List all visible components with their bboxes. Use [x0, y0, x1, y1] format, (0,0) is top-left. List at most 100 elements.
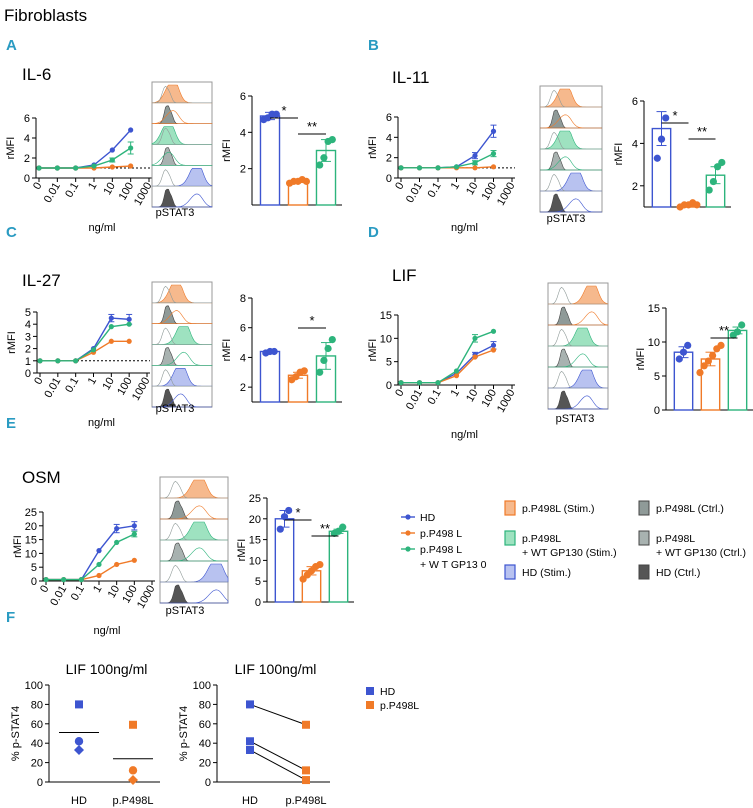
y-tick-label: 40 — [199, 738, 211, 750]
x-axis-label: ng/ml — [451, 222, 478, 234]
y-tick-label: 4 — [24, 133, 30, 145]
legend-label: HD (Ctrl.) — [656, 567, 700, 579]
data-point-HD — [114, 525, 120, 532]
y-tick-label: 20 — [199, 758, 211, 770]
histogram-label: pSTAT3 — [156, 403, 195, 415]
y-tick-label: 2 — [240, 164, 246, 176]
histogram-overlay — [540, 131, 602, 150]
histogram-stack-2: pSTAT3 — [539, 85, 603, 225]
histogram-stack-3: pSTAT3 — [151, 281, 213, 415]
legend-box-stim_WT — [504, 530, 516, 546]
legend-marker-P498L_WT — [405, 546, 411, 552]
x-tick-label: 10 — [464, 181, 481, 198]
bar-point-HD — [276, 525, 284, 533]
y-tick-label: 10 — [648, 337, 660, 349]
x-tick-label: 0.01 — [404, 388, 425, 413]
legend-label: + WT GP130 (Ctrl.) — [656, 547, 746, 559]
x-tick-label: 0 — [38, 584, 51, 595]
point-P498L — [302, 766, 310, 775]
y-tick-label: 40 — [31, 738, 43, 750]
data-point-HD — [128, 127, 134, 133]
y-tick-label: 20 — [31, 758, 43, 770]
y-tick-label: 0 — [37, 777, 43, 789]
histogram-overlay — [548, 328, 608, 347]
histogram-stimulated — [540, 172, 602, 192]
histogram-stimulated — [540, 130, 602, 150]
bar-point-P498L_WT — [328, 336, 336, 344]
histogram-control — [160, 584, 228, 604]
legend-box-ctrl_P498L — [638, 500, 650, 516]
data-point-P498L_WT — [96, 561, 102, 568]
y-tick-label: 80 — [199, 699, 211, 711]
bar-point-HD — [684, 341, 692, 349]
data-point-P498L — [108, 338, 114, 344]
bar-point-HD — [653, 154, 661, 162]
data-point-P498L_WT — [73, 358, 79, 364]
data-point-P498L — [128, 163, 134, 169]
y-tick-label: 2 — [386, 153, 392, 165]
data-point-P498L_WT — [398, 380, 404, 386]
y-tick-label: 1 — [25, 356, 31, 368]
histogram-control — [152, 188, 212, 208]
data-point-P498L_WT — [109, 157, 115, 163]
y-tick-label: 5 — [31, 562, 37, 574]
bar-point-HD — [280, 513, 289, 521]
data-point-P498L_WT — [61, 577, 67, 583]
y-axis-label: rMFI — [221, 339, 233, 362]
x-axis-label: ng/ml — [451, 429, 478, 441]
histogram-stimulated — [548, 369, 608, 389]
histogram-overlay — [160, 547, 228, 562]
bar-point-P498L — [302, 177, 310, 185]
x-category-label: HD — [242, 795, 258, 807]
y-tick-label: 15 — [380, 310, 392, 322]
x-tick-label: 0.01 — [42, 376, 63, 401]
y-axis-label: rMFI — [6, 331, 18, 354]
histogram-overlay — [540, 114, 602, 129]
histogram-stimulated — [151, 368, 213, 387]
bar-point-HD — [679, 348, 688, 356]
y-tick-label: 100 — [25, 680, 43, 692]
y-tick-label: 3 — [25, 331, 31, 343]
y-tick-label: 2 — [240, 382, 246, 394]
y-axis-label: rMFI — [613, 143, 625, 166]
data-point-P498L_WT — [453, 164, 460, 170]
x-tick-label: 0.01 — [404, 181, 425, 206]
histograms: pSTAT3 pSTAT3 pSTAT3 pSTAT3 pSTAT3 — [151, 81, 609, 617]
histogram-label: pSTAT3 — [547, 213, 586, 225]
series-line-P498L — [46, 559, 135, 581]
bar-chart-C_bar: 2 4 6 8 rMFI * — [221, 293, 342, 403]
data-point-P498L_WT — [131, 531, 137, 537]
x-axis-label: ng/ml — [89, 222, 116, 234]
histogram-stimulated — [151, 84, 213, 104]
y-tick-label: 4 — [386, 132, 392, 144]
pair-line — [249, 749, 307, 781]
y-tick-label: 0 — [205, 777, 211, 789]
histogram-stimulated — [548, 285, 609, 305]
legend-marker-F — [366, 701, 374, 709]
bar-point-P498L_WT — [324, 344, 332, 353]
legend-label: p.P498L (Stim.) — [522, 503, 595, 515]
histogram-overlay — [152, 327, 212, 345]
legend-marker-P498L — [405, 530, 411, 536]
legend-box-stim_HD — [504, 564, 516, 580]
legend-label: HD (Stim.) — [522, 567, 571, 579]
x-tick-label: 0.1 — [63, 376, 81, 395]
y-tick-label: 4 — [632, 138, 638, 150]
significance-label: ** — [719, 323, 729, 338]
histogram-overlay — [151, 169, 213, 187]
histogram-overlay — [152, 127, 212, 145]
histogram-control — [548, 390, 608, 410]
x-tick-label: 1 — [91, 584, 104, 595]
bar-point-P498L_WT — [709, 177, 718, 186]
panel-labels: A IL-6 B IL-11 C IL-27 D LIF E OSM F — [6, 37, 430, 626]
legend-label: p.P498 L — [420, 544, 462, 556]
data-point-HD — [472, 153, 478, 159]
y-tick-label: 2 — [632, 181, 638, 193]
x-tick-label: 1000 — [132, 181, 155, 208]
histogram-stimulated — [160, 563, 229, 583]
bar-HD — [259, 115, 281, 206]
